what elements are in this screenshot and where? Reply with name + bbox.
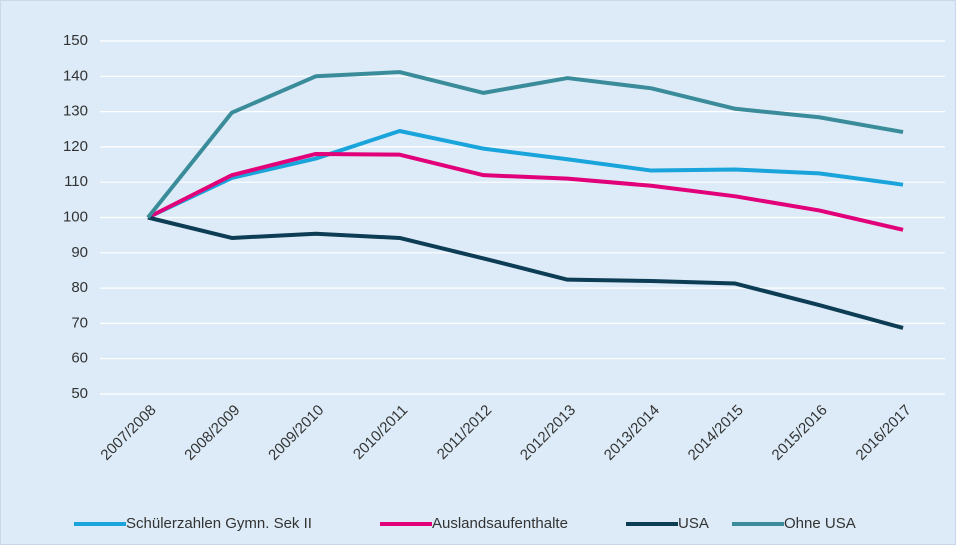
legend-label: Auslandsaufenthalte: [432, 515, 568, 532]
y-tick-label: 70: [71, 314, 88, 331]
series-line: [147, 215, 904, 330]
y-tick-label: 150: [63, 32, 88, 49]
y-tick-label: 80: [71, 279, 88, 296]
y-tick-label: 100: [63, 208, 88, 225]
legend-label: USA: [678, 515, 709, 532]
y-tick-label: 130: [63, 103, 88, 120]
series-line: [146, 70, 904, 219]
y-tick-label: 110: [64, 173, 88, 190]
series-line: [147, 151, 904, 232]
y-tick-label: 60: [71, 350, 88, 367]
y-tick-label: 50: [71, 385, 88, 402]
series-line: [147, 129, 904, 220]
y-tick-label: 120: [63, 138, 88, 155]
legend-label: Schülerzahlen Gymn. Sek II: [126, 515, 312, 532]
legend-label: Ohne USA: [784, 515, 856, 532]
y-tick-label: 90: [71, 244, 88, 261]
y-tick-label: 140: [63, 67, 88, 84]
